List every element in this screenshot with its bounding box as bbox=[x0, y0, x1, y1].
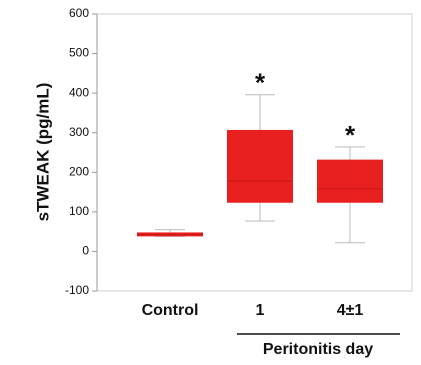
x-tick-label: 4±1 bbox=[337, 302, 364, 319]
x-tick-label: 1 bbox=[256, 302, 265, 319]
y-tick-label: -100 bbox=[65, 283, 89, 297]
y-tick-label: 500 bbox=[69, 46, 89, 60]
box bbox=[227, 129, 293, 203]
x-group-label: Peritonitis day bbox=[263, 341, 373, 358]
significance-mark: * bbox=[345, 120, 356, 150]
y-axis-label: sTWEAK (pg/mL) bbox=[33, 83, 52, 222]
box bbox=[317, 159, 383, 203]
x-tick-label: Control bbox=[142, 302, 199, 319]
y-tick-label: 400 bbox=[69, 85, 89, 99]
y-tick-label: 300 bbox=[69, 125, 89, 139]
significance-mark: * bbox=[255, 68, 266, 98]
y-tick-label: 600 bbox=[69, 6, 89, 20]
y-tick-label: 100 bbox=[69, 204, 89, 218]
y-tick-label: 200 bbox=[69, 164, 89, 178]
y-tick-label: 0 bbox=[82, 244, 89, 258]
